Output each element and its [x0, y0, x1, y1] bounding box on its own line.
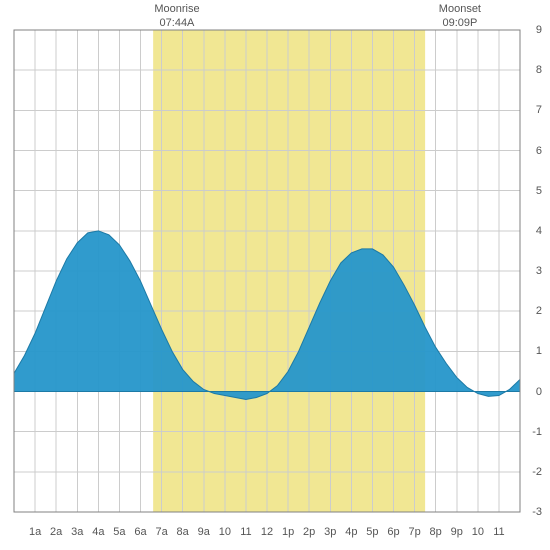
x-tick-label: 3a [71, 526, 83, 538]
x-tick-label: 10 [219, 526, 231, 538]
y-tick-label: 5 [536, 185, 542, 197]
moonrise-label: Moonrise07:44A [147, 2, 207, 31]
x-tick-label: 6p [387, 526, 399, 538]
x-tick-label: 12 [261, 526, 273, 538]
moonrise-time: 07:44A [147, 16, 207, 30]
x-tick-label: 9p [451, 526, 463, 538]
moonset-title: Moonset [430, 2, 490, 16]
x-tick-label: 7p [408, 526, 420, 538]
x-tick-label: 10 [472, 526, 484, 538]
y-tick-label: 2 [536, 305, 542, 317]
x-tick-label: 2p [303, 526, 315, 538]
x-tick-label: 11 [240, 526, 251, 538]
x-tick-label: 6a [134, 526, 146, 538]
chart-canvas [0, 0, 550, 550]
moonrise-title: Moonrise [147, 2, 207, 16]
x-tick-label: 9a [198, 526, 210, 538]
y-tick-label: 3 [536, 265, 542, 277]
x-tick-label: 7a [155, 526, 167, 538]
y-tick-label: 7 [536, 104, 542, 116]
tide-chart [0, 0, 550, 550]
x-tick-label: 8p [430, 526, 442, 538]
moonset-label: Moonset09:09P [430, 2, 490, 31]
x-tick-label: 4a [92, 526, 104, 538]
y-tick-label: 0 [536, 386, 542, 398]
x-tick-label: 1a [29, 526, 41, 538]
x-tick-label: 2a [50, 526, 62, 538]
y-tick-label: 1 [536, 345, 542, 357]
x-tick-label: 3p [324, 526, 336, 538]
y-tick-label: 9 [536, 24, 542, 36]
y-tick-label: 6 [536, 145, 542, 157]
x-tick-label: 1p [282, 526, 294, 538]
moonset-time: 09:09P [430, 16, 490, 30]
x-tick-label: 4p [345, 526, 357, 538]
y-tick-label: -2 [532, 466, 542, 478]
y-tick-label: -3 [532, 506, 542, 518]
x-tick-label: 11 [493, 526, 504, 538]
y-tick-label: 8 [536, 64, 542, 76]
x-tick-label: 8a [177, 526, 189, 538]
x-tick-label: 5a [113, 526, 125, 538]
y-tick-label: 4 [536, 225, 542, 237]
x-tick-label: 5p [366, 526, 378, 538]
y-tick-label: -1 [532, 426, 542, 438]
